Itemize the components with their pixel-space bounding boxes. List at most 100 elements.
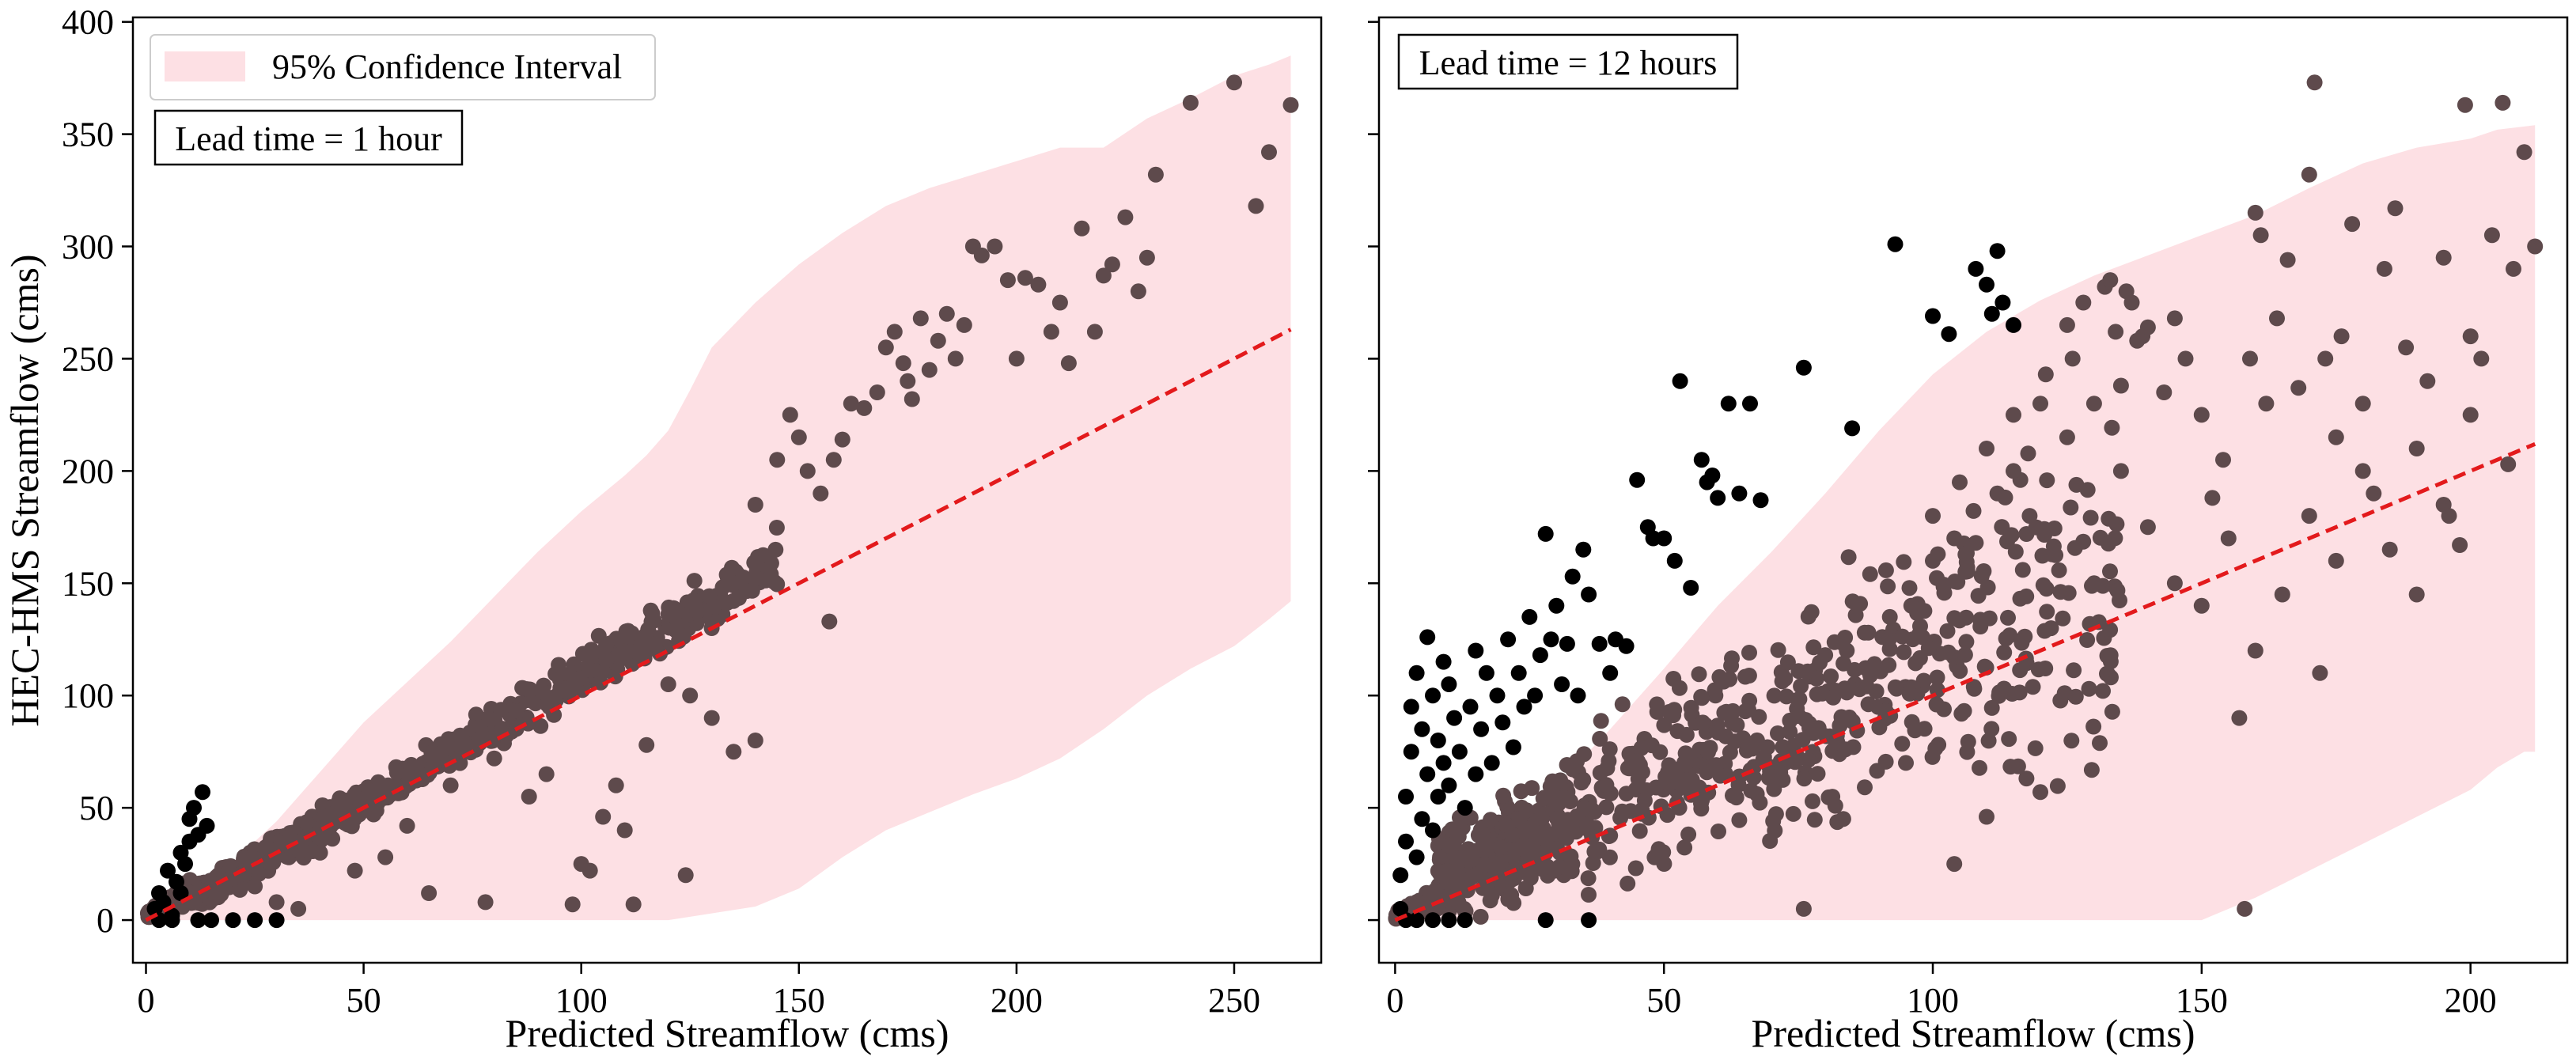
scatter-point-inside bbox=[2000, 609, 2016, 626]
scatter-point-inside bbox=[2381, 541, 2398, 558]
scatter-point-inside bbox=[660, 676, 676, 692]
scatter-point-inside bbox=[1439, 874, 1456, 891]
scatter-point-inside bbox=[1833, 709, 1850, 725]
scatter-point-outside bbox=[1989, 243, 2006, 259]
scatter-point-inside bbox=[1946, 856, 1963, 873]
scatter-point-inside bbox=[1030, 276, 1047, 293]
scatter-point-inside bbox=[1598, 777, 1615, 793]
scatter-point-inside bbox=[768, 520, 785, 536]
scatter-point-inside bbox=[598, 652, 615, 668]
scatter-point-inside bbox=[2215, 452, 2231, 468]
scatter-point-inside bbox=[799, 463, 816, 479]
scatter-point-outside bbox=[1720, 396, 1737, 412]
scatter-point-inside bbox=[1939, 623, 1956, 639]
scatter-point-inside bbox=[1796, 771, 1813, 787]
scatter-point-inside bbox=[2398, 339, 2415, 356]
scatter-point-inside bbox=[331, 795, 347, 812]
scatter-point-inside bbox=[1983, 721, 2000, 737]
scatter-point-outside bbox=[1419, 629, 1436, 646]
x-tick-label: 100 bbox=[555, 981, 608, 1020]
scatter-point-outside bbox=[1618, 638, 1635, 654]
scatter-point-inside bbox=[1983, 699, 2000, 716]
scatter-point-inside bbox=[1563, 848, 1579, 865]
scatter-point-outside bbox=[1441, 777, 1457, 793]
scatter-point-inside bbox=[1972, 759, 1987, 776]
scatter-point-inside bbox=[2067, 688, 2084, 705]
scatter-point-inside bbox=[1827, 797, 1843, 814]
scatter-point-outside bbox=[1742, 396, 1758, 412]
scatter-point-inside bbox=[1896, 644, 1912, 661]
scatter-point-inside bbox=[1741, 702, 1756, 718]
scatter-point-outside bbox=[1500, 631, 1517, 648]
scatter-point-inside bbox=[1017, 270, 1033, 286]
scatter-point-inside bbox=[999, 272, 1016, 289]
scatter-point-inside bbox=[758, 572, 775, 589]
x-tick-label: 0 bbox=[138, 981, 155, 1020]
scatter-point-inside bbox=[1478, 879, 1494, 896]
scatter-point-outside bbox=[1435, 755, 1452, 771]
scatter-point-outside bbox=[1554, 676, 1570, 692]
scatter-point-inside bbox=[2052, 692, 2069, 709]
scatter-point-inside bbox=[2085, 396, 2102, 412]
scatter-point-outside bbox=[1844, 420, 1861, 437]
scatter-point-inside bbox=[2020, 445, 2036, 462]
scatter-point-inside bbox=[1880, 578, 1896, 595]
scatter-point-inside bbox=[1506, 895, 1522, 911]
scatter-point-inside bbox=[1805, 639, 1822, 656]
scatter-point-inside bbox=[1710, 824, 1726, 839]
right-annotation-text: Lead time = 12 hours bbox=[1419, 44, 1718, 82]
scatter-point-outside bbox=[1532, 647, 1548, 664]
scatter-point-inside bbox=[1652, 744, 1669, 760]
scatter-point-inside bbox=[1851, 681, 1868, 698]
scatter-point-inside bbox=[2435, 497, 2452, 513]
scatter-point-inside bbox=[2306, 74, 2323, 91]
scatter-point-outside bbox=[1505, 739, 1521, 755]
scatter-point-inside bbox=[1147, 166, 1164, 183]
scatter-point-inside bbox=[685, 593, 702, 608]
scatter-point-inside bbox=[493, 702, 510, 718]
scatter-point-inside bbox=[1959, 545, 1975, 562]
scatter-point-outside bbox=[1468, 766, 1484, 782]
scatter-point-inside bbox=[438, 736, 454, 753]
scatter-point-inside bbox=[1958, 634, 1975, 650]
scatter-point-inside bbox=[2035, 577, 2051, 593]
scatter-point-inside bbox=[921, 362, 938, 378]
scatter-point-inside bbox=[616, 822, 633, 839]
scatter-point-inside bbox=[1837, 630, 1854, 646]
left-plot-area bbox=[139, 55, 1299, 929]
scatter-point-outside bbox=[1979, 276, 1995, 293]
scatter-point-inside bbox=[2419, 373, 2436, 389]
scatter-point-outside bbox=[1419, 766, 1436, 782]
scatter-point-inside bbox=[1991, 687, 2007, 704]
scatter-point-inside bbox=[1806, 812, 1823, 828]
scatter-point-inside bbox=[2039, 472, 2055, 489]
scatter-point-inside bbox=[1979, 441, 1995, 456]
scatter-point-inside bbox=[2014, 562, 2031, 578]
scatter-point-outside bbox=[1591, 635, 1608, 652]
scatter-point-outside bbox=[177, 856, 193, 873]
scatter-point-inside bbox=[1914, 629, 1930, 646]
scatter-point-inside bbox=[247, 878, 263, 895]
scatter-point-inside bbox=[1533, 810, 1550, 826]
scatter-point-inside bbox=[667, 622, 684, 638]
scatter-point-inside bbox=[1707, 687, 1724, 704]
scatter-point-inside bbox=[1731, 812, 1748, 828]
scatter-point-outside bbox=[1441, 912, 1457, 929]
y-tick-label: 250 bbox=[62, 339, 114, 378]
scatter-point-inside bbox=[1928, 696, 1945, 713]
left-annotation-text: Lead time = 1 hour bbox=[175, 119, 442, 158]
scatter-point-inside bbox=[2104, 419, 2120, 436]
scatter-point-inside bbox=[2102, 563, 2118, 580]
scatter-point-inside bbox=[677, 867, 694, 884]
scatter-point-outside bbox=[1414, 721, 1430, 737]
scatter-point-outside bbox=[1516, 699, 1532, 715]
scatter-point-inside bbox=[1881, 632, 1897, 649]
scatter-point-inside bbox=[1847, 607, 1864, 623]
scatter-point-inside bbox=[1766, 687, 1782, 704]
scatter-point-inside bbox=[1965, 502, 1982, 519]
scatter-point-inside bbox=[2527, 238, 2544, 255]
scatter-point-inside bbox=[1724, 650, 1740, 667]
scatter-point-inside bbox=[268, 894, 285, 911]
scatter-point-outside bbox=[1704, 468, 1721, 483]
